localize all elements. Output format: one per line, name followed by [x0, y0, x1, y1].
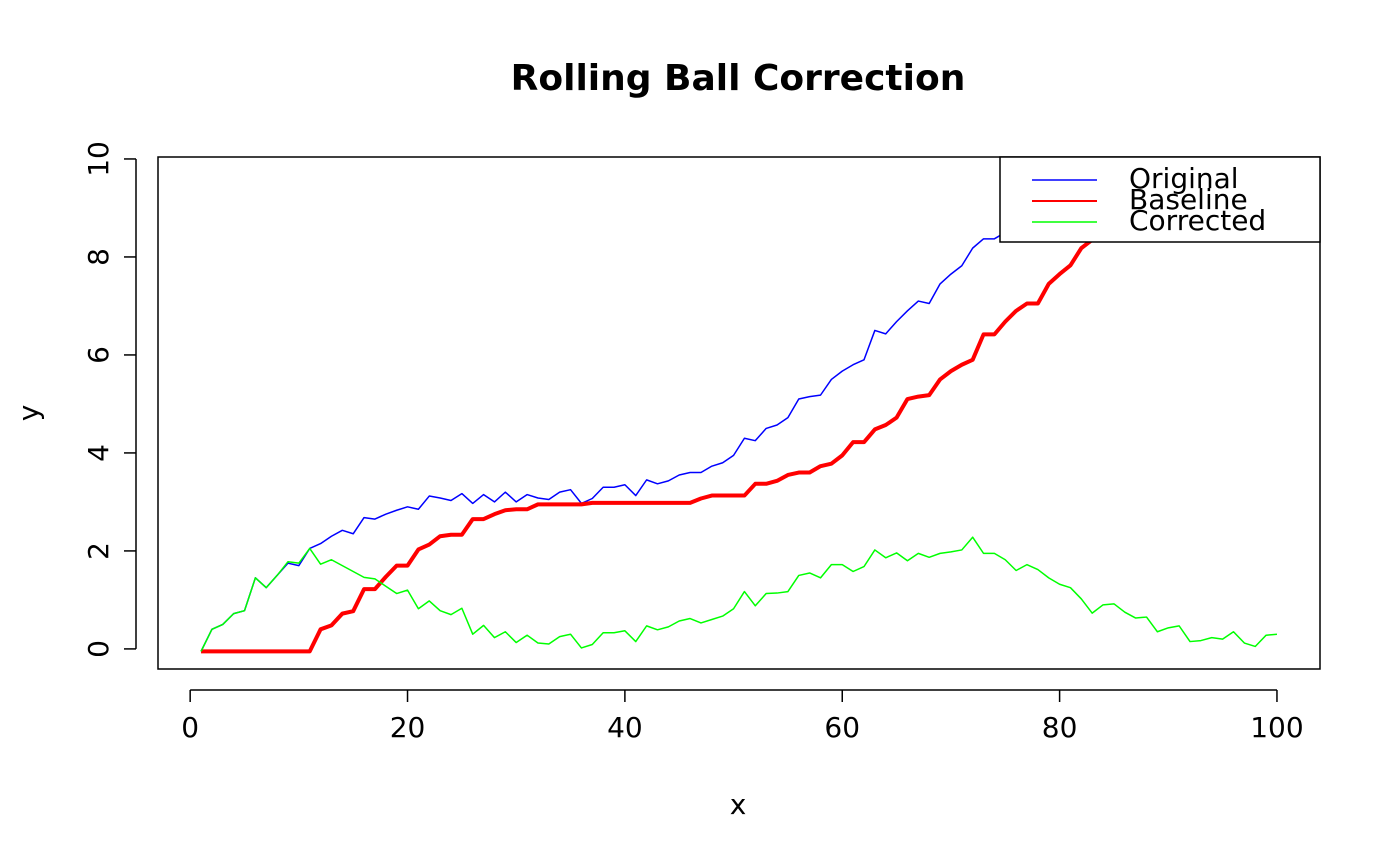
data-line [201, 172, 1278, 654]
chart-title: Rolling Ball Correction [511, 58, 966, 99]
y-tick-label: 6 [82, 346, 115, 364]
legend-label: Corrected [1129, 204, 1266, 237]
legend-box [999, 156, 1321, 243]
x-tick-label: 80 [1042, 711, 1078, 744]
legend-label: Original [1129, 162, 1239, 195]
x-tick-label: 100 [1250, 711, 1303, 744]
x-tick-label: 0 [181, 711, 199, 744]
y-axis-label: y [12, 405, 45, 422]
x-tick-label: 40 [607, 711, 643, 744]
x-axis-label: x [730, 788, 747, 821]
plot-frame [157, 156, 1321, 670]
x-tick-label: 20 [390, 711, 426, 744]
y-tick-label: 0 [82, 640, 115, 658]
x-tick-label: 60 [824, 711, 860, 744]
y-tick-label: 10 [82, 141, 115, 177]
data-line [200, 536, 1278, 652]
y-tick-label: 4 [82, 444, 115, 462]
legend-label: Baseline [1129, 183, 1248, 216]
y-tick-label: 8 [82, 248, 115, 266]
y-tick-label: 2 [82, 542, 115, 560]
